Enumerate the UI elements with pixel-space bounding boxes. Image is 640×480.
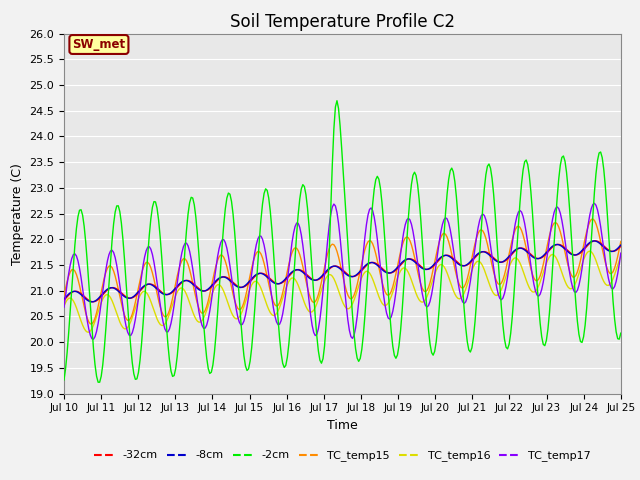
Title: Soil Temperature Profile C2: Soil Temperature Profile C2 [230,12,455,31]
Y-axis label: Temperature (C): Temperature (C) [11,163,24,264]
X-axis label: Time: Time [327,419,358,432]
Text: SW_met: SW_met [72,38,125,51]
Legend: -32cm, -8cm, -2cm, TC_temp15, TC_temp16, TC_temp17: -32cm, -8cm, -2cm, TC_temp15, TC_temp16,… [90,446,595,466]
